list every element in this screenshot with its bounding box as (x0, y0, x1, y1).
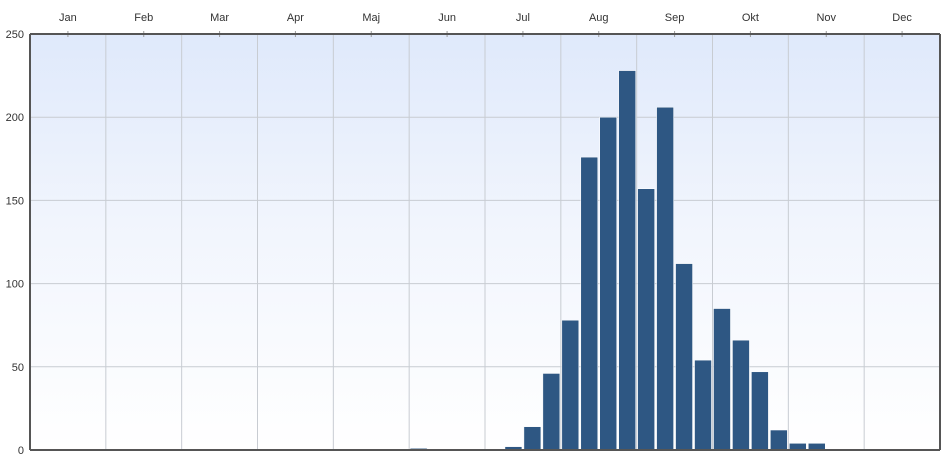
bar (580, 156, 599, 451)
bar (656, 106, 674, 451)
bar (713, 308, 731, 451)
y-tick-label: 100 (6, 279, 24, 291)
bar (523, 426, 542, 451)
axes (29, 31, 941, 451)
bar (637, 188, 655, 451)
month-label: Dec (892, 12, 912, 24)
y-tick-label: 150 (6, 195, 24, 207)
y-tick-label: 50 (12, 362, 24, 374)
bar (732, 339, 750, 451)
bar (770, 429, 788, 451)
bars (409, 70, 826, 451)
month-label: Jan (59, 12, 77, 24)
month-label: Nov (816, 12, 836, 24)
bar (561, 319, 580, 451)
y-tick-label: 250 (6, 29, 24, 41)
bar (675, 263, 693, 451)
tick-labels: 0 50 100 150 200 250 Jan Feb Mar Apr Maj Jun Jul Aug S… (6, 12, 913, 457)
bar (618, 70, 636, 451)
gridlines (30, 33, 940, 450)
bar (542, 373, 561, 451)
bar (694, 359, 712, 451)
month-label: Jul (516, 12, 530, 24)
bar (751, 371, 769, 451)
month-label: Jun (438, 12, 456, 24)
month-label: Apr (287, 12, 304, 24)
month-label: Feb (134, 12, 153, 24)
month-label: Okt (742, 12, 759, 24)
month-label: Sep (665, 12, 685, 24)
bar (599, 116, 617, 451)
month-label: Mar (210, 12, 229, 24)
month-label: Maj (362, 12, 380, 24)
y-tick-label: 200 (6, 112, 24, 124)
y-tick-label: 0 (18, 445, 24, 457)
month-label: Aug (589, 12, 609, 24)
